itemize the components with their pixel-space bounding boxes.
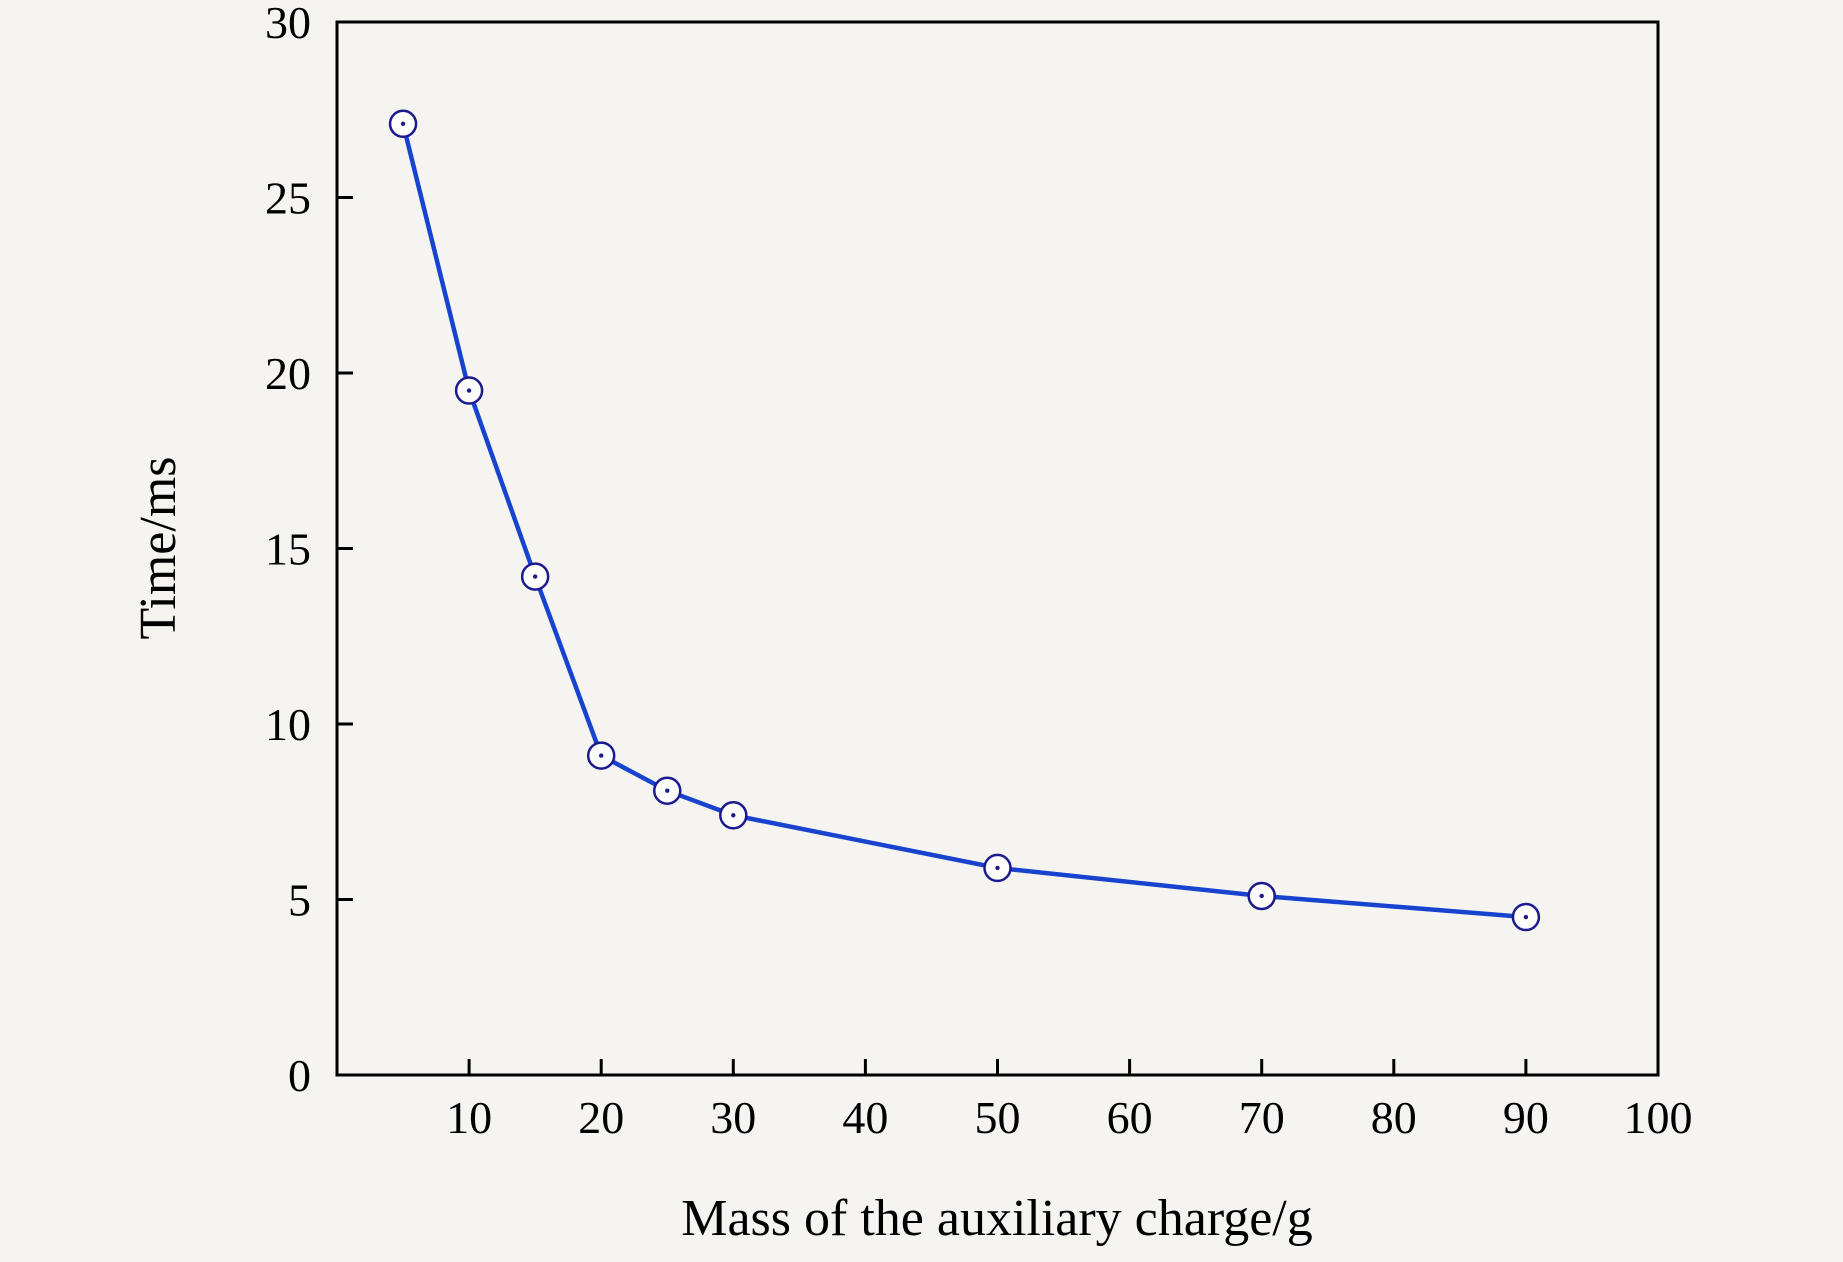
x-tick-label: 80 [1371, 1092, 1417, 1143]
data-point-center-dot [532, 574, 538, 579]
data-point-center-dot [1523, 914, 1529, 920]
y-tick-label: 15 [265, 524, 311, 575]
y-tick-label: 10 [265, 699, 311, 750]
y-tick-label: 20 [265, 348, 311, 399]
x-tick-label: 90 [1503, 1092, 1549, 1143]
data-point-center-dot [466, 388, 472, 393]
x-tick-label: 70 [1239, 1092, 1285, 1143]
y-tick-label: 5 [288, 875, 311, 926]
x-tick-label: 50 [975, 1092, 1021, 1143]
x-tick-label: 20 [578, 1092, 624, 1143]
data-point-center-dot [665, 788, 670, 793]
x-tick-label: 100 [1624, 1092, 1693, 1143]
y-tick-label: 30 [265, 0, 311, 48]
data-point-center-dot [731, 813, 736, 818]
data-line [400, 121, 1529, 920]
y-axis-label: Time/ms [130, 456, 187, 639]
y-tick-label: 0 [288, 1050, 311, 1101]
data-series [388, 109, 1541, 932]
x-tick-label: 60 [1107, 1092, 1153, 1143]
x-tick-label: 30 [710, 1092, 756, 1143]
y-tick-label: 25 [265, 173, 311, 224]
data-point-center-dot [400, 121, 406, 126]
plot-frame [335, 20, 1660, 1077]
axis-ticks: 10 20 30 40 50 60 70 80 90 100 0 5 10 15 20 25 30 [265, 0, 1693, 1143]
data-point-center-dot [599, 753, 604, 758]
x-tick-label: 40 [842, 1092, 888, 1143]
x-tick-label: 10 [446, 1092, 492, 1143]
x-axis-label: Mass of the auxiliary charge/g [681, 1190, 1313, 1247]
data-point-center-dot [1259, 893, 1264, 899]
data-point-center-dot [995, 865, 1000, 871]
